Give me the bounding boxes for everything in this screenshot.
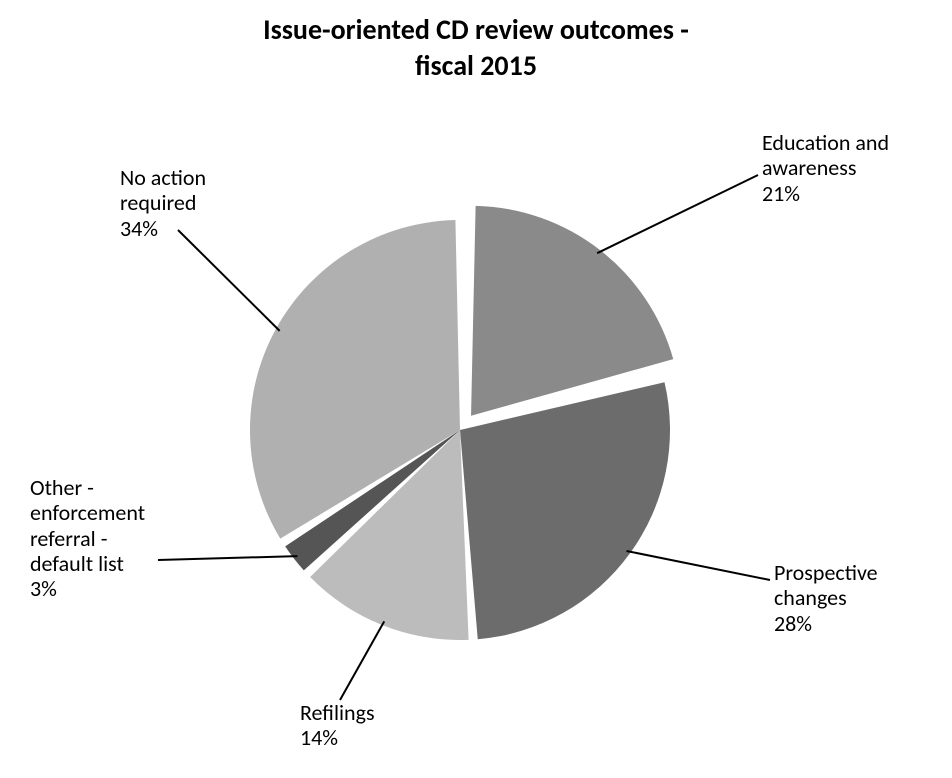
leader-line-education-awareness [597,175,758,253]
slice-label-prospective-changes: Prospective changes 28% [774,560,878,636]
slice-label-refilings: Refilings 14% [300,700,375,751]
leader-line-refilings [340,621,384,700]
pie-chart-svg [0,0,952,778]
pie-slice-prospective-changes [460,382,670,639]
slice-label-no-action-required: No action required 34% [120,165,206,241]
slice-label-education-awareness: Education and awareness 21% [762,130,889,206]
pie-chart-container: Issue-oriented CD review outcomes - fisc… [0,0,952,778]
pie-slice-education-awareness [471,206,673,416]
leader-line-prospective-changes [626,551,770,580]
slice-label-other-enforcement: Other - enforcement referral - default l… [30,475,145,601]
leader-line-no-action-required [178,230,280,331]
leader-line-other-enforcement [158,556,297,560]
